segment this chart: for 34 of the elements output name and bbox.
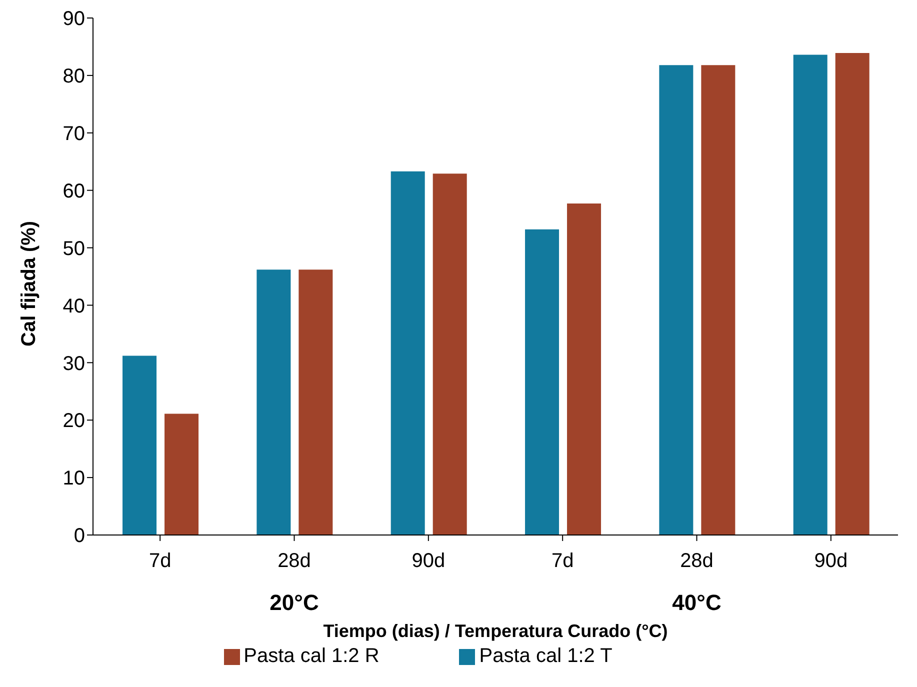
y-tick-label: 90 <box>62 8 85 30</box>
x-tick-label: 90d <box>412 550 446 572</box>
x-tick-label: 28d <box>278 550 311 572</box>
y-axis-title: Cal fijada (%) <box>18 220 40 346</box>
bar <box>256 270 291 535</box>
bar <box>164 414 199 535</box>
text: 40°C <box>671 590 722 616</box>
y-tick-label: 10 <box>62 468 85 490</box>
y-tick-label: 60 <box>62 180 85 202</box>
x-axis-title: Tiempo (dias) / Temperatura Curado (°C) <box>323 621 668 641</box>
bar <box>432 174 467 535</box>
y-tick-label: 0 <box>74 525 85 548</box>
y-tick-label: 80 <box>62 66 85 88</box>
x-tick-label: 28d <box>680 550 714 572</box>
bar <box>298 270 333 535</box>
bar <box>122 356 157 535</box>
legend-label: Pasta cal 1:2 T <box>479 645 612 667</box>
y-tick-label: 70 <box>62 122 85 145</box>
y-tick-label: 40 <box>62 295 85 318</box>
y-tick-label: 20 <box>62 410 85 432</box>
bar <box>835 53 870 535</box>
bar <box>793 54 828 535</box>
x-tick-label: 7d <box>148 550 172 572</box>
x-tick-label: 90d <box>814 550 848 572</box>
text: 20°C <box>268 590 320 616</box>
y-tick-label: 50 <box>62 238 85 260</box>
bar <box>390 171 425 535</box>
bar <box>659 65 694 535</box>
bar <box>567 204 602 535</box>
x-tick-label: 7d <box>551 550 574 572</box>
bar <box>701 65 736 535</box>
bar <box>525 229 560 535</box>
y-tick-label: 30 <box>62 352 85 375</box>
legend-label: Pasta cal 1:2 R <box>244 645 380 667</box>
